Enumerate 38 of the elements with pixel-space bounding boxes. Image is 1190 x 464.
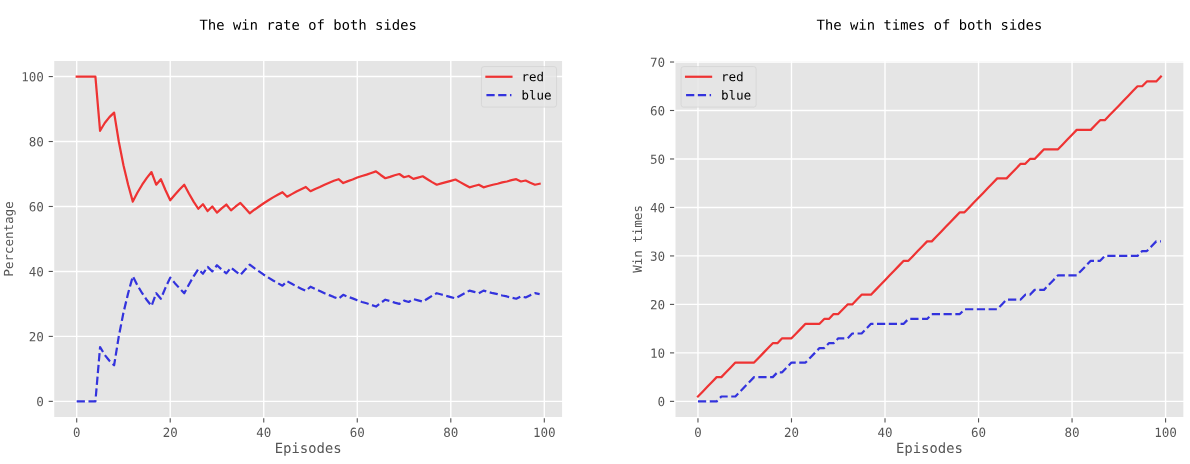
- y-tick-label: 20: [29, 331, 44, 342]
- line-series: [75, 263, 541, 403]
- x-axis-title: Episodes: [897, 442, 962, 456]
- legend-label: blue: [722, 89, 751, 100]
- x-tick-label: 80: [1065, 427, 1079, 438]
- y-tick-label: 100: [22, 72, 44, 82]
- y-tick-label: 10: [651, 348, 665, 358]
- y-tick-label: 0: [658, 396, 665, 407]
- x-tick-label: 0: [695, 427, 701, 438]
- legend-label: blue: [522, 89, 551, 100]
- legend-label: red: [523, 71, 543, 82]
- x-tick-label: 40: [256, 427, 271, 438]
- line-series: [696, 240, 1163, 403]
- x-tick-label: 40: [878, 427, 892, 438]
- y-tick-label: 20: [650, 299, 665, 310]
- y-tick-label: 60: [29, 201, 44, 212]
- x-axis-title: Episodes: [276, 442, 341, 456]
- x-tick-label: 0: [73, 427, 80, 438]
- x-tick-label: 60: [350, 427, 364, 438]
- y-tick-label: 60: [650, 106, 665, 116]
- x-tick-label: 100: [1155, 427, 1177, 438]
- y-tick-label: 40: [29, 266, 44, 277]
- chart-title: The win times of both sides: [816, 19, 1041, 30]
- x-tick-label: 80: [444, 427, 458, 438]
- y-tick-label: 40: [650, 202, 665, 213]
- y-tick-label: 80: [29, 137, 44, 147]
- y-axis-title: Win times: [632, 206, 643, 273]
- x-tick-label: 20: [163, 427, 177, 438]
- x-tick-label: 20: [784, 427, 799, 438]
- y-tick-label: 70: [650, 57, 665, 67]
- y-axis-title: Percentage: [3, 202, 16, 276]
- x-tick-label: 100: [534, 427, 555, 438]
- legend-label: red: [723, 71, 743, 82]
- y-tick-label: 0: [37, 396, 44, 407]
- y-tick-label: 30: [650, 251, 665, 261]
- y-tick-label: 50: [650, 154, 665, 164]
- x-tick-label: 60: [971, 427, 986, 438]
- chart-title: The win rate of both sides: [199, 19, 416, 30]
